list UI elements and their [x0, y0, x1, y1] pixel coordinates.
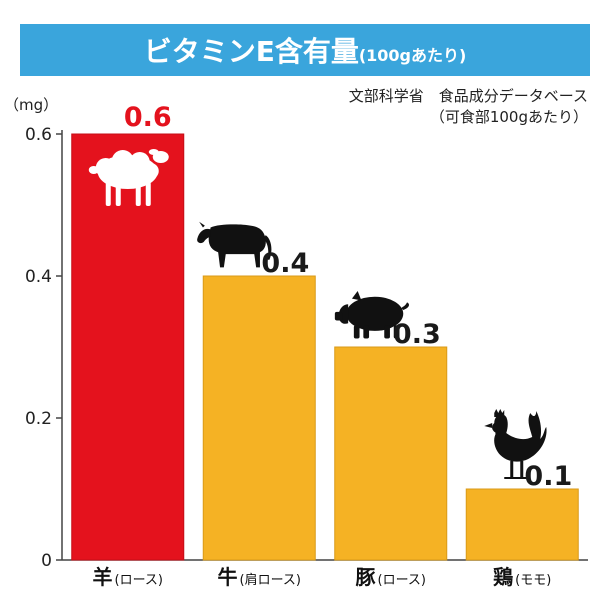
source-line-1: 文部科学省 食品成分データベース [349, 87, 588, 105]
pig-icon [334, 291, 410, 339]
bar [334, 346, 448, 561]
y-tick-label: 0.2 [25, 409, 52, 429]
category-label: 豚 (ロース) [356, 565, 427, 589]
value-label: 0.6 [124, 102, 172, 133]
category-name: 豚 [356, 565, 376, 589]
value-label: 0.3 [393, 319, 441, 350]
category-label: 牛 (肩ロース) [218, 565, 302, 589]
y-axis-unit: （mg） [4, 96, 58, 114]
category-cut: (モモ) [515, 573, 551, 588]
category-label: 羊 (ロース) [93, 565, 164, 589]
y-ticks: 0 0.2 0.4 0.6 [25, 125, 62, 571]
bars [71, 133, 579, 561]
category-labels: 羊 (ロース) 牛 (肩ロース) 豚 (ロース) 鶏 (モモ) [93, 565, 552, 589]
title-main: ビタミンE含有量 [143, 35, 359, 68]
cow-icon [197, 221, 272, 268]
category-cut: (ロース) [115, 573, 164, 588]
category-label: 鶏 (モモ) [493, 565, 551, 589]
title-sub: (100gあたり) [358, 46, 467, 65]
chart-title: ビタミンE含有量(100gあたり) [20, 30, 590, 70]
category-cut: (肩ロース) [240, 572, 302, 588]
animal-icons [88, 149, 547, 479]
y-tick-label: 0 [41, 551, 52, 571]
sheep-icon [88, 149, 169, 206]
value-labels: 0.6 0.4 0.3 0.1 [124, 102, 572, 492]
source-line-2: （可食部100gあたり） [430, 108, 588, 126]
category-cut: (ロース) [378, 573, 427, 588]
bar [465, 488, 579, 561]
bar [71, 133, 185, 561]
category-name: 牛 [218, 565, 238, 589]
category-name: 羊 [93, 565, 113, 589]
rooster-icon [484, 409, 547, 479]
title-band: ビタミンE含有量(100gあたり) [20, 24, 590, 76]
bar [202, 275, 316, 561]
y-tick-label: 0.6 [25, 125, 52, 145]
y-tick-label: 0.4 [25, 267, 52, 287]
value-label: 0.1 [524, 461, 572, 492]
category-name: 鶏 [493, 565, 513, 589]
value-label: 0.4 [261, 248, 309, 279]
